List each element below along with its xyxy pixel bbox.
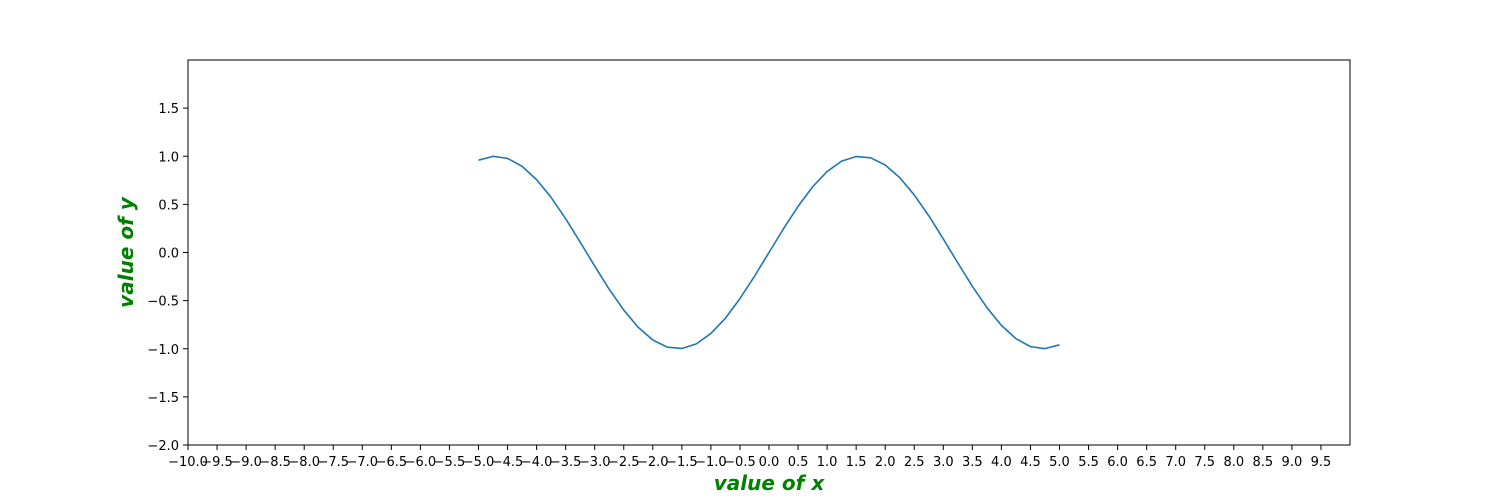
y-tick-label: −1.5	[147, 391, 179, 406]
x-tick-label: −2.0	[637, 455, 669, 470]
x-tick-label: −0.5	[724, 455, 756, 470]
x-tick-label: 1.5	[846, 455, 867, 470]
x-tick-label: −4.5	[492, 455, 524, 470]
x-tick-label: 5.5	[1078, 455, 1099, 470]
x-tick-label: 7.0	[1165, 455, 1186, 470]
y-tick-label: 1.5	[158, 102, 179, 117]
x-tick-label: −5.0	[463, 455, 495, 470]
x-tick-label: 1.0	[817, 455, 838, 470]
x-tick-label: −6.0	[405, 455, 437, 470]
x-tick-label: 5.0	[1049, 455, 1070, 470]
y-tick-label: −1.0	[147, 343, 179, 358]
x-tick-label: −7.5	[317, 455, 349, 470]
x-tick-label: 6.0	[1107, 455, 1128, 470]
x-tick-label: 9.0	[1282, 455, 1303, 470]
x-tick-label: −9.5	[201, 455, 233, 470]
x-axis-ticks: −10.0−9.5−9.0−8.5−8.0−7.5−7.0−6.5−6.0−5.…	[168, 445, 1331, 470]
x-tick-label: −2.5	[608, 455, 640, 470]
x-tick-label: 3.5	[962, 455, 983, 470]
x-tick-label: −9.0	[230, 455, 262, 470]
x-tick-label: 0.5	[788, 455, 809, 470]
series-line	[478, 155, 1060, 350]
x-tick-label: 9.5	[1311, 455, 1332, 470]
y-tick-label: 0.5	[158, 198, 179, 213]
x-tick-label: −8.5	[259, 455, 291, 470]
y-tick-label: −2.0	[147, 439, 179, 454]
x-tick-label: 2.0	[875, 455, 896, 470]
x-tick-label: 4.0	[991, 455, 1012, 470]
y-axis-ticks: −2.0 −1.5 −1.0 −0.5 0.0 0.5 1.0 1.5	[147, 102, 188, 454]
x-tick-label: −7.0	[347, 455, 379, 470]
y-tick-label: 0.0	[158, 247, 179, 262]
x-tick-label: −4.0	[521, 455, 553, 470]
x-tick-label: −1.0	[695, 455, 727, 470]
series-layer	[478, 155, 1060, 350]
x-tick-label: −3.5	[550, 455, 582, 470]
x-tick-label: −6.5	[376, 455, 408, 470]
x-tick-label: −3.0	[579, 455, 611, 470]
y-tick-label: −0.5	[147, 295, 179, 310]
y-axis-label: value of y	[114, 196, 138, 308]
x-tick-label: −1.5	[666, 455, 698, 470]
x-tick-label: −10.0	[168, 455, 208, 470]
x-tick-label: 3.0	[933, 455, 954, 470]
x-tick-label: 4.5	[1020, 455, 1041, 470]
x-tick-label: 8.5	[1253, 455, 1274, 470]
y-tick-label: 1.0	[158, 150, 179, 165]
x-tick-label: 8.0	[1223, 455, 1244, 470]
x-tick-label: −8.0	[288, 455, 320, 470]
x-tick-label: 7.5	[1194, 455, 1215, 470]
x-tick-label: 2.5	[904, 455, 925, 470]
x-axis-label: value of x	[714, 471, 826, 495]
x-tick-label: 0.0	[759, 455, 780, 470]
x-tick-label: −5.5	[434, 455, 466, 470]
x-tick-label: 6.5	[1136, 455, 1157, 470]
